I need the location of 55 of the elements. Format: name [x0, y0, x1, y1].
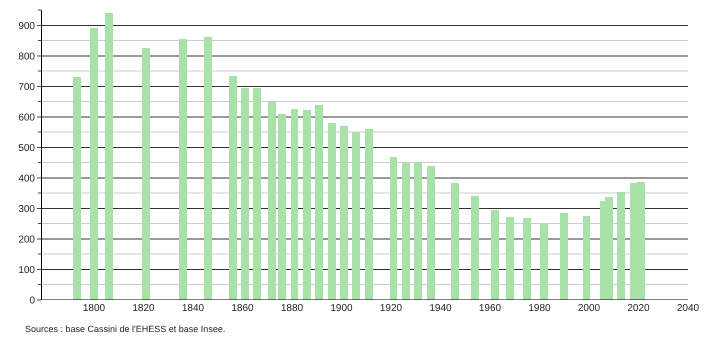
bar [427, 166, 435, 300]
bar [560, 213, 568, 300]
x-tick-label: 1800 [82, 303, 106, 314]
bar [617, 192, 625, 300]
bar [241, 88, 249, 300]
y-tick-label: 700 [18, 82, 36, 93]
bar [340, 126, 348, 300]
x-tick-label: 2000 [578, 303, 601, 314]
bar [268, 102, 276, 300]
bar [471, 196, 479, 300]
bar [278, 114, 286, 300]
x-tick-label: 1960 [478, 303, 502, 314]
bar [451, 183, 459, 300]
y-tick-label: 0 [29, 296, 36, 306]
x-tick-label: 1820 [132, 303, 156, 314]
x-tick-label: 1840 [182, 303, 205, 314]
bar [204, 37, 212, 300]
x-tick-label: 1860 [231, 303, 254, 314]
bar [506, 217, 514, 300]
bar [291, 109, 298, 300]
bar [179, 39, 187, 300]
x-tick-label: 1920 [380, 303, 403, 314]
bar [540, 223, 548, 300]
bar [352, 132, 360, 300]
y-tick-label: 100 [18, 264, 36, 276]
x-tick-label: 2020 [627, 303, 650, 314]
bar [583, 216, 590, 300]
y-tick-label: 300 [18, 204, 36, 215]
y-tick-label: 200 [18, 234, 36, 246]
bar [142, 48, 150, 300]
bar [73, 77, 81, 300]
x-tick-label: 2040 [676, 303, 700, 314]
x-tick-label: 1880 [280, 303, 304, 314]
x-tick-label: 1940 [429, 303, 452, 314]
y-tick-label: 900 [18, 20, 36, 32]
bar [105, 13, 113, 300]
bar [90, 28, 98, 300]
bar [523, 218, 531, 300]
bar [390, 157, 397, 300]
bar [253, 88, 261, 300]
bar [491, 210, 499, 300]
bar [303, 110, 311, 300]
x-tick-label: 1900 [330, 303, 354, 314]
bar [315, 105, 323, 300]
bar [414, 162, 422, 300]
bar [365, 129, 373, 300]
bar [229, 76, 237, 300]
x-tick-label: 1980 [528, 303, 552, 314]
y-tick-label: 500 [18, 142, 36, 154]
y-tick-label: 600 [18, 112, 36, 124]
bar [328, 123, 336, 300]
y-tick-label: 800 [18, 51, 36, 62]
y-tick-label: 400 [18, 173, 36, 184]
bar [402, 163, 410, 300]
source-note: Sources : base Cassini de l'EHESS et base Insee. [25, 324, 226, 334]
